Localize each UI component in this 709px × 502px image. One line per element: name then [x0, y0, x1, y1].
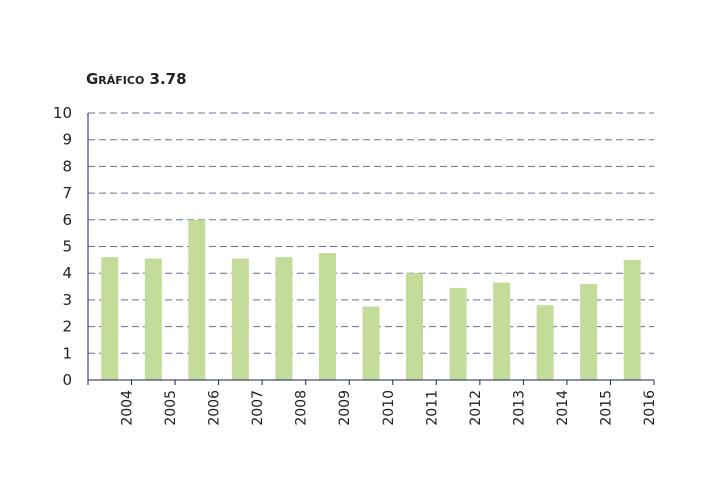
y-tick-labels: 0 1 2 3 4 5 6 7 8 9 10	[53, 104, 72, 389]
bar	[493, 282, 511, 380]
y-tick-label: 1	[62, 344, 72, 362]
bars	[101, 219, 641, 380]
axes	[87, 113, 655, 385]
x-tick-label: 2013	[511, 390, 527, 426]
y-tick-label: 2	[62, 318, 72, 336]
bar	[623, 259, 641, 380]
bar	[536, 305, 554, 380]
x-tick-label: 2012	[468, 390, 484, 426]
y-tick-label: 8	[62, 157, 72, 175]
x-tick-label: 2015	[598, 390, 614, 426]
x-tick-label: 2014	[555, 390, 571, 426]
bar	[144, 258, 162, 380]
x-tick-label: 2009	[337, 390, 353, 426]
x-tick-label: 2011	[424, 390, 440, 426]
bar	[318, 253, 336, 380]
x-tick-label: 2008	[294, 390, 310, 426]
bar	[101, 257, 119, 380]
y-tick-label: 9	[62, 131, 72, 149]
x-tick-label: 2007	[250, 390, 266, 426]
y-tick-label: 0	[62, 371, 72, 389]
gridlines	[88, 112, 654, 354]
bar	[362, 306, 380, 380]
bar	[188, 219, 206, 380]
y-tick-label: 5	[62, 238, 72, 256]
y-tick-label: 3	[62, 291, 72, 309]
y-tick-label: 6	[62, 211, 72, 229]
bar	[406, 273, 424, 380]
y-tick-label: 10	[53, 104, 72, 122]
y-tick-label: 4	[62, 264, 72, 282]
x-tick-labels: 2004 2005 2006 2007 2008 2009 2010 2011 2012 2013…	[120, 390, 658, 426]
chart-title: Gráfico 3.78	[86, 70, 187, 88]
bar	[449, 287, 467, 380]
x-tick-label: 2004	[120, 390, 136, 426]
bar	[275, 257, 293, 380]
bar	[580, 283, 598, 380]
y-tick-label: 7	[62, 184, 72, 202]
x-tick-label: 2006	[207, 390, 223, 426]
x-tick-label: 2016	[642, 390, 658, 426]
x-tick-label: 2005	[163, 390, 179, 426]
bar	[231, 258, 249, 380]
x-tick-label: 2010	[381, 390, 397, 426]
